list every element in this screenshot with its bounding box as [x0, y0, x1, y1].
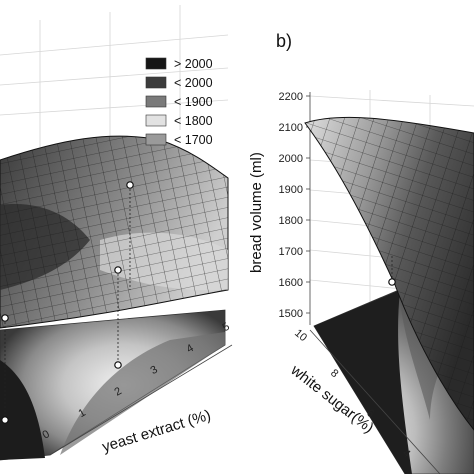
legend-label: < 1900: [174, 95, 213, 109]
legend-swatch: [145, 133, 167, 146]
design-point-marker: [388, 278, 396, 286]
z-tick-label: 1500: [279, 308, 303, 320]
panel-a-back-grid: [0, 5, 229, 150]
panel-b: b) 1500 1600 1700 1800 1900 2000 2100 2200 brea…: [248, 31, 474, 474]
panel-b-surface-mesh: [305, 117, 474, 431]
panel-a-x-ticks: 0 1 2 3 4 5: [41, 321, 232, 442]
x-tick-label: 3: [149, 364, 160, 377]
x-tick-label: 2: [113, 385, 124, 398]
panel-b-contour-band: [314, 290, 412, 474]
panel-a-points: [1, 181, 134, 424]
design-point-marker: [126, 181, 134, 189]
legend-label: > 2000: [174, 57, 213, 71]
panel-b-y-axis: [309, 329, 441, 474]
z-tick-label: 1600: [279, 277, 303, 289]
legend-swatch: [145, 95, 167, 108]
panel-a-contour-band: [0, 360, 45, 460]
y-tick-label: 10: [292, 327, 309, 344]
z-tick-label: 2200: [279, 91, 303, 103]
z-tick-label: 1700: [279, 246, 303, 258]
x-tick-label: 0: [41, 428, 52, 441]
panel-b-z-axis-label: bread volume (ml): [248, 152, 265, 273]
design-point-marker: [1, 416, 9, 424]
x-tick-label: 5: [221, 321, 232, 334]
legend-label: < 1800: [174, 114, 213, 128]
panel-a-x-axis: [49, 344, 233, 456]
z-tick-label: 1800: [279, 215, 303, 227]
legend-label: < 1700: [174, 133, 213, 147]
z-tick-label: 2000: [279, 153, 303, 165]
legend-swatch: [145, 57, 167, 70]
design-point-marker: [114, 266, 122, 274]
legend: > 2000 < 2000 < 1900 < 1800 < 1700: [145, 57, 213, 147]
panel-a-surface-mesh: [0, 136, 228, 328]
legend-swatch: [145, 114, 167, 127]
panel-label: b): [276, 31, 292, 51]
y-tick-label: 8: [328, 367, 340, 380]
panel-b-z-ticks: 1500 1600 1700 1800 1900 2000 2100 2200: [279, 91, 310, 320]
legend-label: < 2000: [174, 76, 213, 90]
z-tick-label: 2100: [279, 122, 303, 134]
x-tick-label: 1: [77, 407, 88, 420]
design-point-marker: [1, 314, 9, 322]
legend-swatch: [145, 76, 167, 89]
panel-a-design-points: [4, 185, 131, 420]
x-tick-label: 4: [185, 342, 196, 355]
design-point-marker: [114, 361, 122, 369]
z-tick-label: 1900: [279, 184, 303, 196]
